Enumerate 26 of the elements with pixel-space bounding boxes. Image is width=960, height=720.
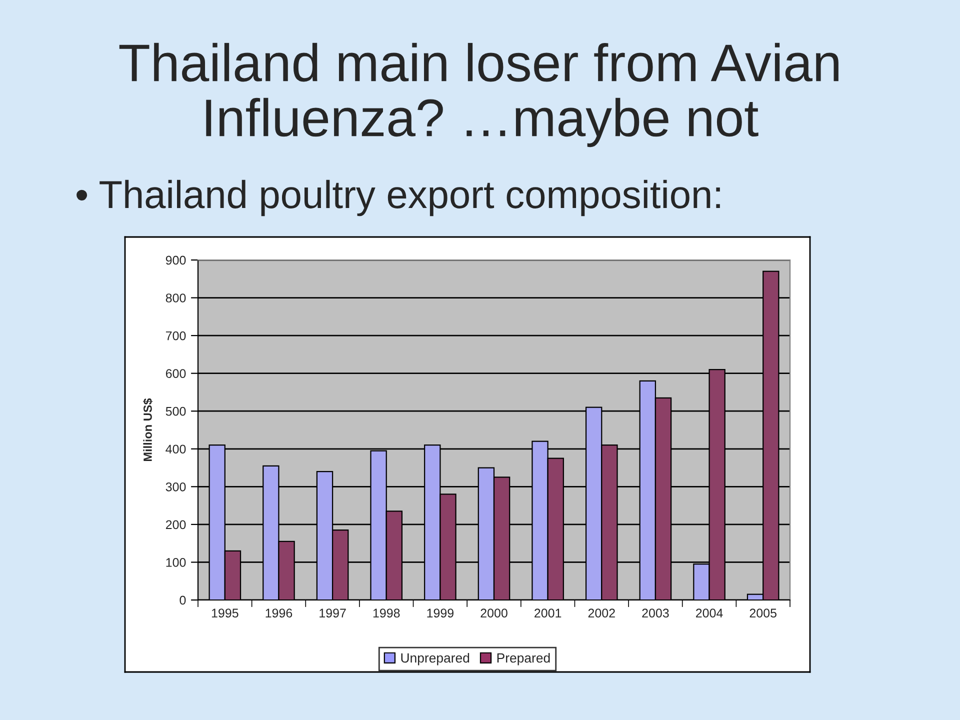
y-tick-label: 400 [166, 444, 186, 454]
x-tick-label: 2000 [480, 608, 508, 618]
x-tick-label: 2003 [642, 608, 669, 618]
x-tick-label: 1995 [212, 608, 238, 618]
y-tick-label: 500 [166, 406, 186, 416]
x-tick-label: 2001 [534, 608, 562, 618]
y-tick-label: 200 [166, 520, 186, 530]
y-tick-label: 0 [180, 596, 186, 605]
chart-subtitle: • Thailand poultry export composition: [76, 180, 720, 216]
x-tick-label: 1999 [427, 608, 454, 618]
y-tick-label: 700 [166, 331, 186, 340]
y-tick-label: 300 [166, 482, 186, 492]
x-tick-label: 2002 [588, 608, 615, 618]
x-tick-label: 1997 [320, 608, 346, 618]
chart-title: Thailand main loser from Avian Influenza? …maybe not [119, 42, 838, 148]
legend-label: Unprepared [401, 652, 470, 666]
x-tick-label: 1998 [373, 608, 400, 618]
x-tick-label: 1996 [266, 608, 292, 618]
x-tick-label: 2005 [750, 608, 776, 618]
y-tick-label: 800 [166, 294, 186, 302]
y-axis-title: Million US$ [143, 398, 153, 462]
x-tick-label: 2004 [696, 608, 723, 618]
legend-label: Prepared [497, 652, 550, 666]
y-tick-label: 900 [166, 256, 186, 265]
y-tick-label: 100 [166, 558, 186, 567]
y-tick-label: 600 [166, 369, 186, 378]
